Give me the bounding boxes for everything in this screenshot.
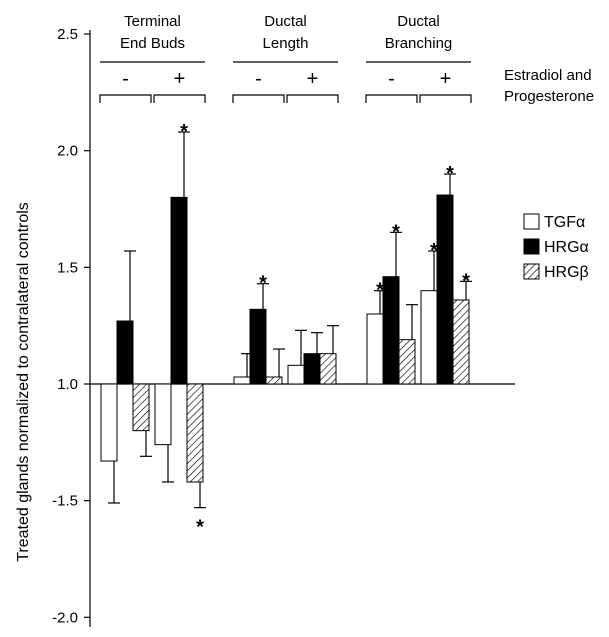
significance-star: * — [376, 280, 384, 302]
group-label-line1: Terminal — [124, 13, 181, 30]
condition-sign: + — [307, 68, 319, 90]
bar — [154, 383, 172, 446]
condition-bracket — [99, 94, 152, 103]
bar — [265, 376, 283, 385]
condition-sign: - — [388, 68, 395, 90]
y-tick-label: 2.5 — [57, 26, 78, 43]
condition-sign: + — [440, 68, 452, 90]
bar — [420, 290, 438, 385]
bar — [452, 299, 470, 385]
legend-label: HRGβ — [544, 264, 589, 281]
significance-star: * — [430, 240, 438, 262]
bar — [186, 383, 204, 483]
bar — [398, 339, 416, 385]
y-tick-label: 1.0 — [57, 376, 78, 393]
condition-sign: + — [174, 68, 186, 90]
group-label-line1: Ductal — [397, 13, 440, 30]
significance-star: * — [196, 517, 204, 539]
y-axis-label: Treated glands normalized to contralater… — [15, 202, 32, 562]
legend-swatch — [523, 213, 540, 230]
group-label-line1: Ductal — [264, 13, 307, 30]
bar — [366, 313, 384, 385]
significance-star: * — [259, 273, 267, 295]
bar — [382, 276, 400, 385]
y-ticks: 2.5 2.0 1.5 1.0 -1.5 -2.0 — [52, 26, 90, 626]
significance-star: * — [180, 121, 188, 143]
group-label-line2: End Buds — [120, 35, 185, 52]
legend-label: HRGα — [544, 239, 589, 256]
y-tick-label: 2.0 — [57, 143, 78, 160]
bar — [319, 353, 337, 385]
significance-star: * — [462, 270, 470, 292]
condition-sign: - — [255, 68, 262, 90]
bar — [170, 196, 188, 385]
condition-bracket — [153, 94, 206, 103]
condition-bracket — [286, 94, 339, 103]
legend-label: TGFα — [544, 214, 585, 231]
condition-bracket — [232, 94, 285, 103]
legend: TGFα HRGα HRGβ — [523, 213, 589, 281]
treatment-label-line2: Progesterone — [504, 88, 594, 105]
significance-star: * — [446, 163, 454, 185]
legend-swatch — [523, 238, 540, 255]
bar — [132, 383, 150, 432]
bar — [116, 320, 134, 385]
bars: * * * * * * * * — [100, 121, 472, 539]
y-tick-label: -2.0 — [52, 609, 78, 626]
condition-bracket — [419, 94, 472, 103]
group-label-line2: Length — [263, 35, 309, 52]
bar — [249, 308, 267, 385]
condition-sign: - — [122, 68, 129, 90]
treatment-label-line1: Estradiol and — [504, 67, 592, 84]
legend-swatch — [523, 263, 540, 280]
bar — [436, 194, 454, 385]
bar — [303, 353, 321, 385]
bar — [233, 376, 251, 385]
group-label-line2: Branching — [385, 35, 453, 52]
condition-bracket — [365, 94, 418, 103]
significance-star: * — [392, 221, 400, 243]
bar — [100, 383, 118, 462]
y-tick-label: 1.5 — [57, 259, 78, 276]
bar — [287, 364, 305, 385]
y-tick-label: -1.5 — [52, 493, 78, 510]
